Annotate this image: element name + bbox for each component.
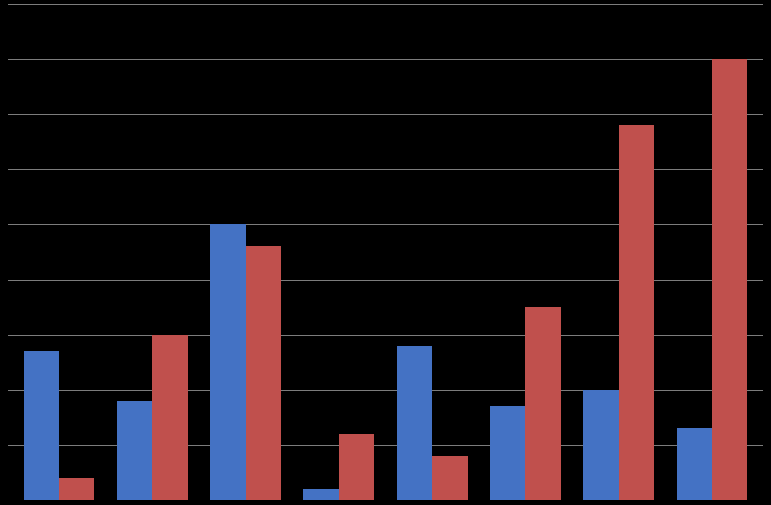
Bar: [618, 126, 654, 500]
Bar: [583, 390, 618, 500]
Bar: [153, 335, 188, 500]
Bar: [210, 225, 246, 500]
Bar: [525, 308, 561, 500]
Bar: [304, 489, 339, 500]
Bar: [490, 407, 525, 500]
Bar: [246, 247, 281, 500]
Bar: [676, 428, 712, 500]
Bar: [59, 478, 95, 500]
Bar: [24, 351, 59, 500]
Bar: [432, 456, 467, 500]
Bar: [339, 434, 374, 500]
Bar: [117, 401, 153, 500]
Bar: [712, 60, 747, 500]
Bar: [397, 346, 432, 500]
